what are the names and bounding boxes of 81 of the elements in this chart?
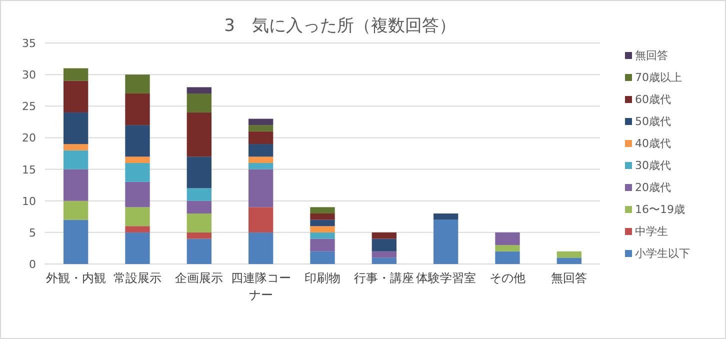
bar xyxy=(64,144,88,150)
bar xyxy=(372,258,396,264)
bar xyxy=(64,220,88,264)
x-tick-label: 企画展示 xyxy=(175,271,224,285)
x-tick-label: その他 xyxy=(490,271,526,285)
bar xyxy=(372,238,396,252)
bar xyxy=(310,213,335,220)
x-tick-label: 無回答 xyxy=(551,271,588,285)
bar xyxy=(125,94,150,126)
x-tick-label: 常設展示 xyxy=(114,271,162,285)
bar xyxy=(125,182,150,208)
bar xyxy=(495,245,520,252)
bar xyxy=(434,220,458,264)
legend-label: 16〜19歳 xyxy=(635,203,685,216)
bar xyxy=(310,232,335,239)
y-tick-label: 10 xyxy=(22,194,36,208)
bar xyxy=(248,125,274,132)
bar xyxy=(64,169,88,201)
bar xyxy=(186,112,212,157)
bar xyxy=(186,232,212,239)
y-tick-label: 5 xyxy=(29,226,36,240)
bar xyxy=(310,226,335,232)
bar xyxy=(248,232,274,264)
bar xyxy=(125,207,150,226)
bar xyxy=(186,200,212,214)
x-tick-label: 行事・講座 xyxy=(354,271,414,285)
legend-label: 70歳以上 xyxy=(635,71,682,84)
bar xyxy=(125,125,150,157)
x-tick-label: 四連隊コーナー xyxy=(230,271,291,302)
bar xyxy=(556,251,582,258)
bar xyxy=(248,156,274,163)
bar xyxy=(556,258,582,264)
bar xyxy=(125,232,150,264)
bar xyxy=(186,94,212,112)
bar xyxy=(186,156,212,188)
legend-label: 30歳代 xyxy=(635,159,671,172)
y-tick-label: 35 xyxy=(22,37,36,50)
bar xyxy=(310,220,335,226)
bar xyxy=(248,207,274,232)
legend-label: 60歳代 xyxy=(635,93,671,106)
y-tick-label: 0 xyxy=(29,258,36,271)
legend-label: 小学生以下 xyxy=(635,247,690,260)
x-tick-label: 印刷物 xyxy=(304,271,340,285)
bar xyxy=(64,68,88,81)
legend-label: 40歳代 xyxy=(635,137,671,150)
x-tick-label: 外観・内観 xyxy=(46,271,106,285)
legend-label: 中学生 xyxy=(635,225,668,238)
bar xyxy=(125,226,150,232)
bar xyxy=(64,150,88,170)
bar xyxy=(495,251,520,264)
bar xyxy=(248,162,274,170)
bar xyxy=(64,112,88,144)
y-tick-label: 25 xyxy=(22,100,36,114)
bar xyxy=(372,232,396,239)
bar xyxy=(248,169,274,208)
bar xyxy=(248,131,274,144)
bar xyxy=(434,213,458,220)
legend-label: 50歳代 xyxy=(635,115,671,128)
x-tick-label: 体験学習室 xyxy=(416,271,476,285)
bar xyxy=(186,238,212,264)
bar xyxy=(248,118,274,126)
bar xyxy=(310,251,335,264)
bar xyxy=(125,162,150,182)
y-tick-label: 15 xyxy=(22,163,36,176)
bar xyxy=(186,87,212,94)
bar xyxy=(186,188,212,201)
legend-label: 無回答 xyxy=(635,49,668,62)
bar xyxy=(248,144,274,157)
y-tick-label: 30 xyxy=(22,68,36,82)
legend-label: 20歳代 xyxy=(635,181,671,194)
bar xyxy=(186,213,212,232)
bar xyxy=(125,156,150,163)
bar xyxy=(372,251,396,258)
bar xyxy=(495,232,520,246)
bar xyxy=(64,80,88,112)
bar xyxy=(64,200,88,220)
bar xyxy=(125,74,150,94)
bar xyxy=(310,238,335,252)
chart-title: 3 気に入った所（複数回答） xyxy=(224,16,456,36)
bar xyxy=(310,207,335,214)
y-tick-label: 20 xyxy=(22,132,36,145)
